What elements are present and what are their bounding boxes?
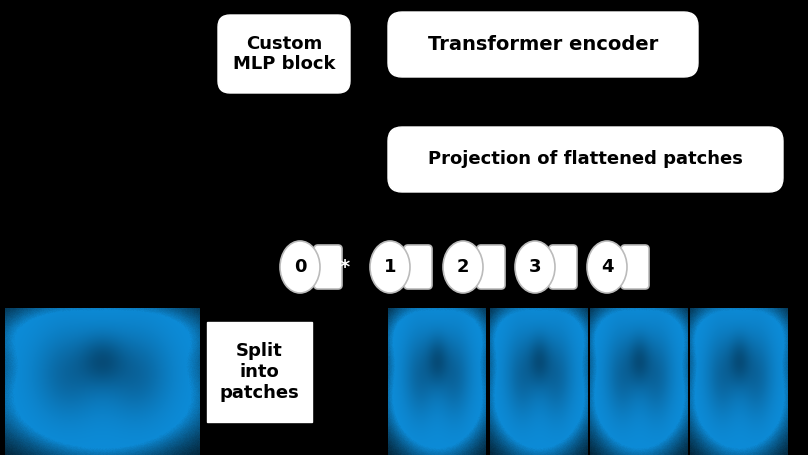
Text: 0: 0 [294,258,306,276]
Text: Custom
MLP block: Custom MLP block [233,35,335,73]
Text: 1: 1 [384,258,396,276]
Text: *: * [340,258,350,277]
FancyBboxPatch shape [388,127,783,192]
Ellipse shape [515,241,555,293]
Ellipse shape [280,241,320,293]
FancyBboxPatch shape [477,245,505,289]
FancyBboxPatch shape [218,15,350,93]
FancyBboxPatch shape [621,245,649,289]
Ellipse shape [587,241,627,293]
Text: Projection of flattened patches: Projection of flattened patches [428,151,743,168]
Text: 2: 2 [457,258,469,276]
Text: 4: 4 [601,258,613,276]
FancyBboxPatch shape [314,245,342,289]
FancyBboxPatch shape [549,245,577,289]
FancyBboxPatch shape [388,12,698,77]
Text: 3: 3 [528,258,541,276]
Text: Transformer encoder: Transformer encoder [428,35,659,54]
FancyBboxPatch shape [207,322,312,422]
Ellipse shape [443,241,483,293]
FancyBboxPatch shape [404,245,432,289]
Text: Split
into
patches: Split into patches [220,342,300,402]
Ellipse shape [370,241,410,293]
